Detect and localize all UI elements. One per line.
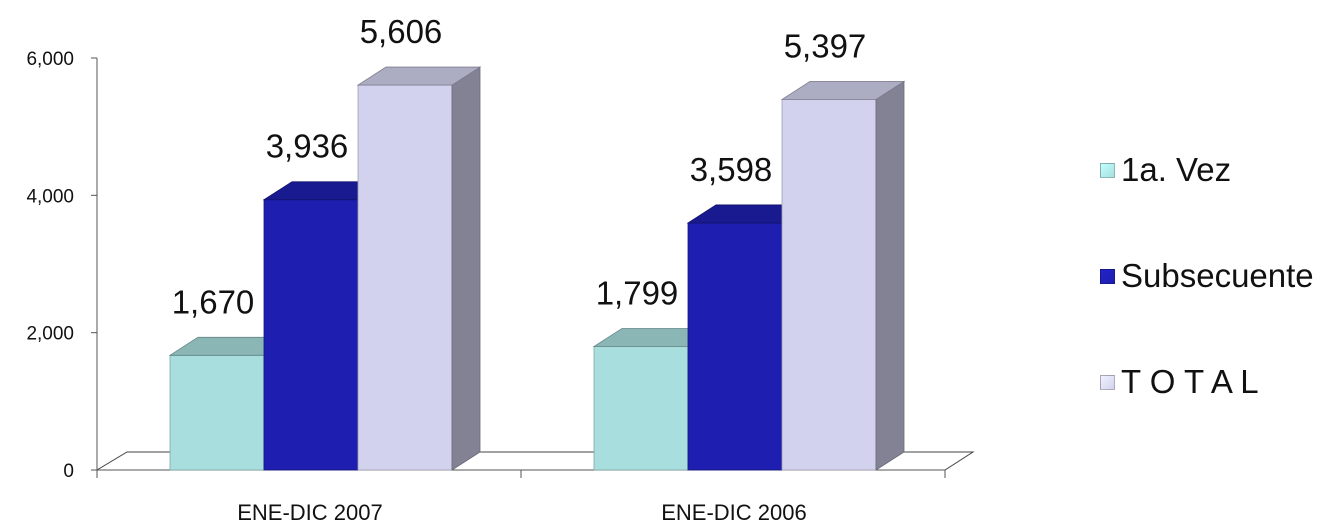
bar-front	[593, 346, 689, 471]
bar-top	[356, 66, 482, 86]
y-tick-label: 4,000	[26, 186, 74, 207]
data-label: 5,397	[784, 27, 867, 64]
bar-front	[169, 354, 265, 471]
bar-front	[687, 222, 783, 471]
legend-label-1a-vez: 1a. Vez	[1121, 151, 1232, 188]
y-tick-label: 2,000	[26, 324, 74, 345]
data-label: 3,598	[690, 151, 773, 188]
data-label: 3,936	[266, 128, 349, 165]
data-label: 1,670	[172, 283, 255, 320]
legend-item-total: T O T A L	[1100, 362, 1335, 402]
x-tick-label: ENE-DIC 2007	[237, 500, 383, 525]
legend-label-total: T O T A L	[1121, 363, 1259, 400]
data-label: 5,606	[360, 13, 443, 50]
bar-side	[875, 80, 905, 471]
legend-swatch-1a-vez	[1100, 162, 1115, 178]
legend-item-1a-vez: 1a. Vez	[1100, 150, 1335, 190]
legend-label-subsecuente: Subsecuente	[1121, 257, 1314, 294]
y-tick-label: 0	[63, 461, 74, 482]
legend-item-subsecuente: Subsecuente	[1100, 256, 1335, 296]
bar-top	[780, 81, 906, 100]
x-tick-label: ENE-DIC 2006	[661, 500, 807, 525]
legend-swatch-subsecuente	[1100, 268, 1115, 284]
bar-front	[781, 99, 877, 471]
bar-front	[263, 199, 359, 471]
y-tick-label: 6,000	[26, 49, 74, 70]
legend: 1a. Vez Subsecuente T O T A L	[1100, 150, 1335, 468]
bar-front	[357, 84, 453, 471]
data-label: 1,799	[596, 274, 679, 311]
legend-swatch-total	[1100, 374, 1115, 390]
bar-side	[451, 66, 481, 471]
